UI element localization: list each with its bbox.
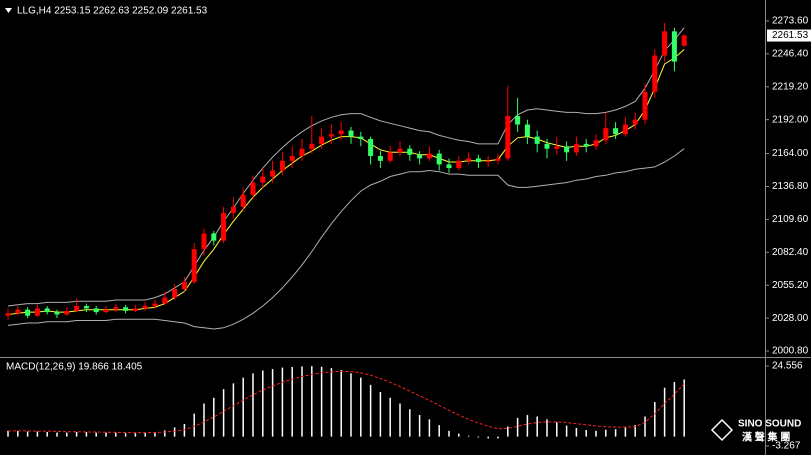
candle-body: [201, 233, 207, 250]
candle-body: [93, 308, 99, 313]
watermark-subtitle: 漢 聲 集 團: [742, 431, 790, 444]
candle-body: [446, 164, 452, 169]
candle-body: [221, 212, 227, 241]
candle-body: [113, 307, 119, 310]
candle-body: [417, 154, 423, 159]
watermark-name: SINO SOUND: [738, 419, 801, 430]
candle-body: [152, 303, 158, 307]
candle-body: [299, 148, 305, 156]
y-tick-label: 2000.80: [772, 346, 809, 357]
candle-body: [211, 233, 217, 241]
candle-body: [593, 140, 599, 147]
candle-body: [240, 194, 246, 207]
candle-body: [279, 160, 285, 171]
candle-body: [162, 297, 168, 304]
macd-title: MACD(12,26,9) 19.866 18.405: [6, 362, 143, 373]
candle-body: [15, 309, 21, 314]
candle-body: [573, 143, 579, 153]
candle-body: [495, 158, 501, 161]
candle-body: [534, 136, 540, 144]
candle-body: [358, 136, 364, 140]
last-price-label: 2261.53: [772, 30, 809, 41]
candle-body: [603, 128, 609, 141]
candle-body: [662, 31, 668, 56]
bollinger-band: [7, 148, 685, 330]
candle-body: [181, 281, 187, 290]
moving-average: [7, 49, 685, 315]
candle-body: [466, 158, 472, 161]
candle-body: [338, 130, 344, 135]
candle-body: [319, 136, 325, 144]
y-tick-label: -3.267: [772, 441, 801, 452]
candle-body: [436, 153, 442, 165]
candle-body: [25, 309, 31, 316]
candle-body: [270, 170, 276, 177]
candle-body: [456, 160, 462, 169]
candle-body: [5, 313, 11, 316]
y-tick-label: 2028.00: [772, 313, 809, 324]
candle-body: [681, 35, 687, 46]
candle-body: [250, 182, 256, 195]
last-price-box: [767, 29, 811, 42]
candle-body: [54, 312, 60, 315]
candle-body: [103, 309, 109, 313]
y-tick-label: 2192.00: [772, 114, 809, 125]
candle-body: [544, 143, 550, 149]
candle-body: [397, 148, 403, 153]
candle-body: [260, 176, 266, 183]
y-tick-label: 2273.60: [772, 16, 809, 27]
candle-body: [142, 306, 148, 309]
candle-body: [515, 116, 521, 125]
y-tick-label: 24.556: [772, 361, 803, 372]
candle-body: [583, 143, 589, 147]
candle-body: [191, 249, 197, 282]
candle-body: [172, 289, 178, 298]
candle-body: [348, 130, 354, 137]
candle-body: [387, 152, 393, 161]
candle-body: [426, 153, 432, 159]
candle-body: [475, 158, 481, 163]
candle-body: [671, 31, 677, 62]
candle-body: [554, 146, 560, 149]
candle-body: [34, 308, 40, 316]
watermark-logo: [710, 418, 734, 442]
bollinger-band: [7, 27, 685, 307]
candle-body: [407, 148, 413, 155]
candle-body: [328, 134, 334, 137]
candle-body: [622, 124, 628, 135]
candle-body: [524, 124, 530, 137]
y-tick-label: 2082.40: [772, 247, 809, 258]
candle-body: [613, 128, 619, 135]
candle-body: [44, 308, 50, 313]
candle-body: [309, 143, 315, 149]
candle-body: [132, 308, 138, 311]
chart-title: LLG,H4 2253.15 2262.63 2252.09 2261.53: [17, 6, 208, 17]
candle-body: [368, 139, 374, 156]
candle-body: [74, 306, 80, 311]
candle-body: [505, 116, 511, 159]
y-tick-label: 2246.40: [772, 48, 809, 59]
candle-body: [632, 119, 638, 125]
y-tick-label: 2109.60: [772, 214, 809, 225]
candle-body: [64, 310, 70, 315]
candle-body: [289, 155, 295, 161]
candle-body: [230, 206, 236, 213]
macd-signal: [8, 370, 685, 434]
candle-body: [564, 146, 570, 153]
y-tick-label: 2055.20: [772, 280, 809, 291]
candle-body: [83, 306, 89, 309]
menu-arrow[interactable]: [5, 8, 12, 13]
y-tick-label: 2164.00: [772, 148, 809, 159]
y-tick-label: 2219.20: [772, 81, 809, 92]
candle-body: [652, 55, 658, 92]
y-tick-label: 2136.80: [772, 181, 809, 192]
candle-body: [123, 307, 129, 311]
candle-body: [642, 91, 648, 120]
candle-body: [485, 160, 491, 163]
candle-body: [377, 155, 383, 161]
